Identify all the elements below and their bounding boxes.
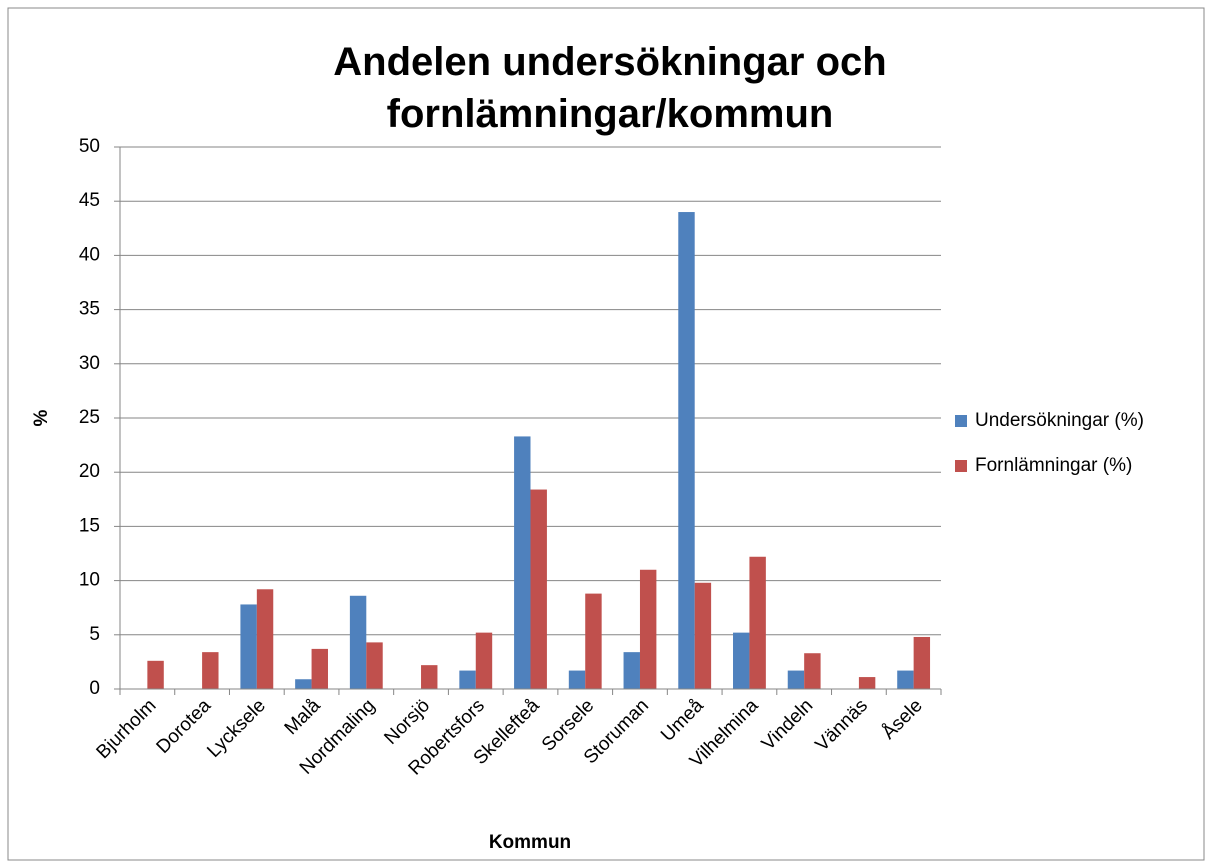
x-tick-label: Malå <box>281 695 325 739</box>
bar <box>623 652 640 689</box>
y-tick-label: 40 <box>79 244 100 265</box>
bar <box>694 582 712 689</box>
bar <box>678 212 695 690</box>
bar <box>240 604 257 689</box>
bar <box>897 670 914 689</box>
bar <box>459 670 476 689</box>
y-tick-label: 35 <box>79 299 100 320</box>
bar <box>749 556 766 689</box>
x-tick-label: Norsjö <box>380 695 434 749</box>
bar <box>202 652 219 689</box>
y-tick-label: 15 <box>79 515 100 536</box>
x-tick-label: Umeå <box>657 695 708 746</box>
bar <box>421 665 438 689</box>
x-tick-label: Lycksele <box>203 695 270 762</box>
legend-swatch <box>955 415 967 427</box>
y-tick-label: 25 <box>79 407 100 428</box>
x-tick-label: Åsele <box>878 695 926 743</box>
bar <box>530 489 547 689</box>
y-tick-label: 10 <box>79 570 100 591</box>
bar <box>787 670 805 689</box>
y-tick-label: 45 <box>79 190 100 211</box>
bar <box>514 436 531 689</box>
bar <box>804 653 821 689</box>
bar <box>295 679 312 689</box>
x-tick-label: Bjurholm <box>93 695 161 763</box>
chart-title: Andelen undersökningar och fornlämningar… <box>333 40 887 136</box>
bar <box>475 632 493 689</box>
x-tick-label: Vännäs <box>812 695 872 755</box>
bar <box>366 642 383 689</box>
bar <box>733 632 750 689</box>
bar <box>585 593 602 689</box>
bar <box>147 660 164 689</box>
legend-swatch <box>955 460 967 472</box>
bar <box>639 569 657 689</box>
x-tick-label: Vindeln <box>758 695 817 754</box>
bar <box>349 595 367 689</box>
bar <box>256 589 274 689</box>
y-tick-label: 20 <box>79 461 100 482</box>
y-tick-label: 0 <box>89 678 100 699</box>
bar <box>311 648 328 689</box>
bar <box>858 677 876 689</box>
bar <box>568 670 586 689</box>
chart-border <box>7 7 1205 861</box>
y-tick-label: 5 <box>89 624 100 645</box>
x-axis-label: Kommun <box>489 832 571 853</box>
legend-label: Undersökningar (%) <box>975 410 1144 431</box>
y-tick-label: 50 <box>79 136 100 157</box>
bar <box>913 636 931 689</box>
y-axis-label: % <box>31 409 52 426</box>
y-tick-label: 30 <box>79 353 100 374</box>
legend-label: Fornlämningar (%) <box>975 455 1132 476</box>
